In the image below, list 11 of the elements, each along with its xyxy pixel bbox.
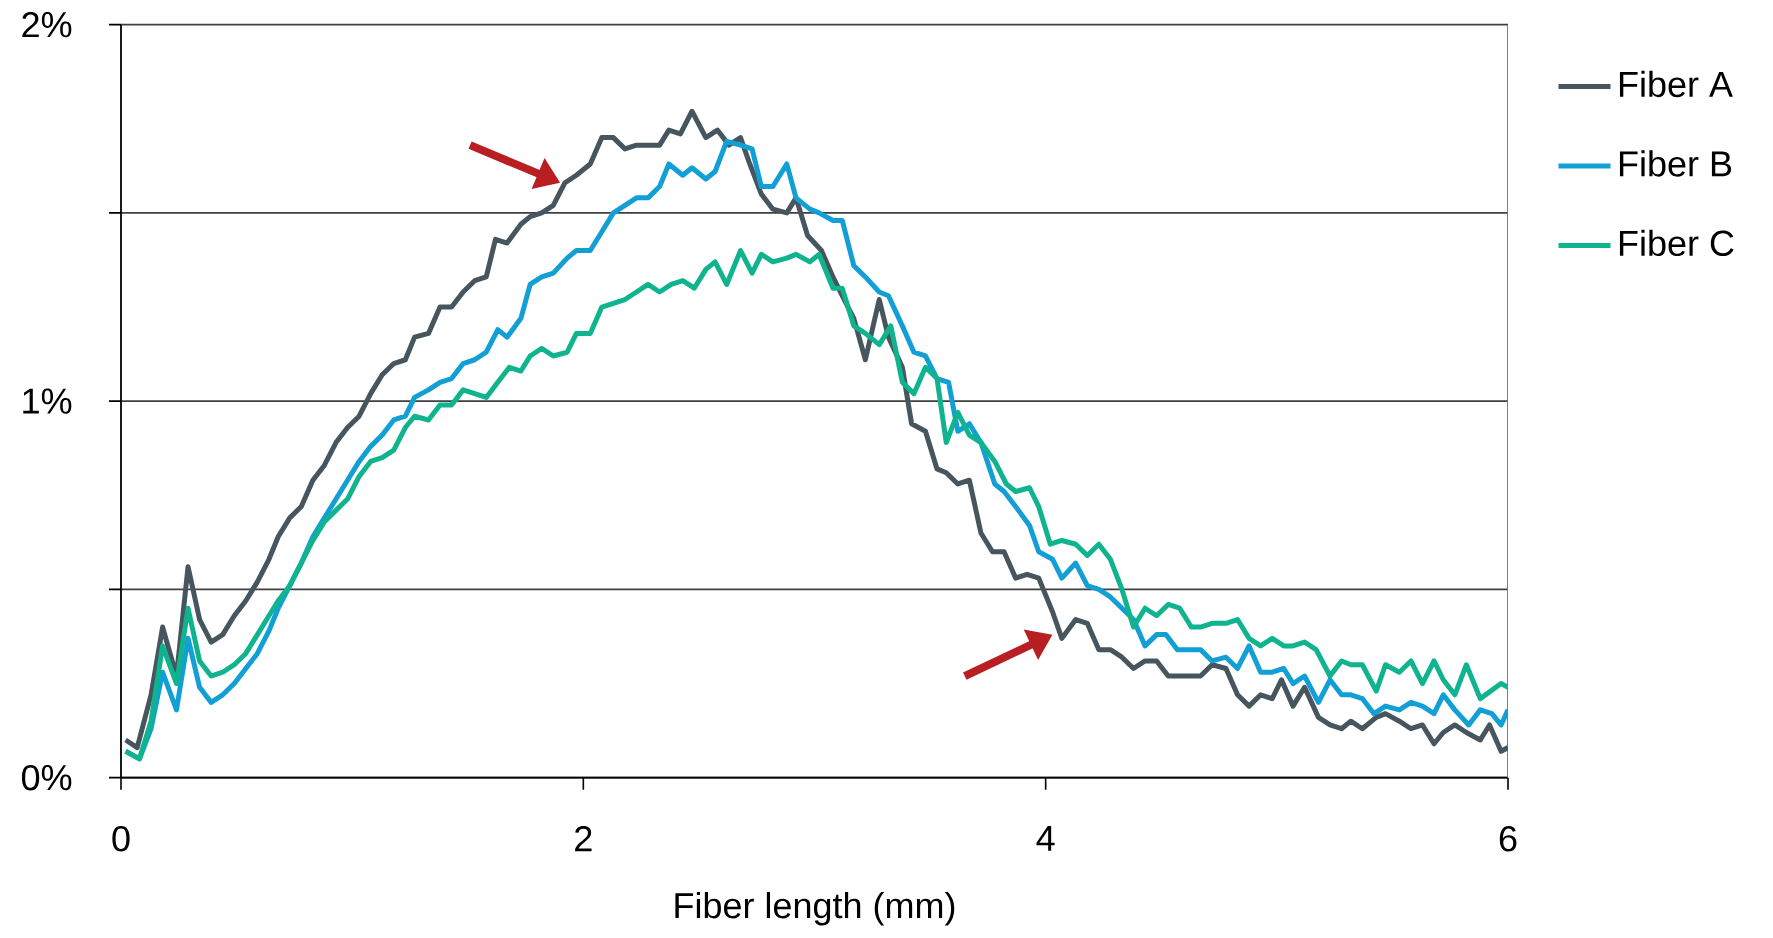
y-tick-label: 2% [22,12,72,38]
legend-label: Fiber B [1619,150,1732,177]
x-axis-title: Fiber length (mm) [675,892,955,926]
x-tick-label: 0 [112,826,130,852]
x-tick-label: 6 [1499,826,1517,852]
legend-label: Fiber C [1619,229,1734,257]
x-tick-label: 2 [575,826,592,852]
y-tick-label: 0% [21,765,72,791]
legend-label: Fiber A [1619,70,1733,98]
y-tick-label: 1% [23,388,72,415]
x-tick-label: 4 [1036,826,1055,852]
